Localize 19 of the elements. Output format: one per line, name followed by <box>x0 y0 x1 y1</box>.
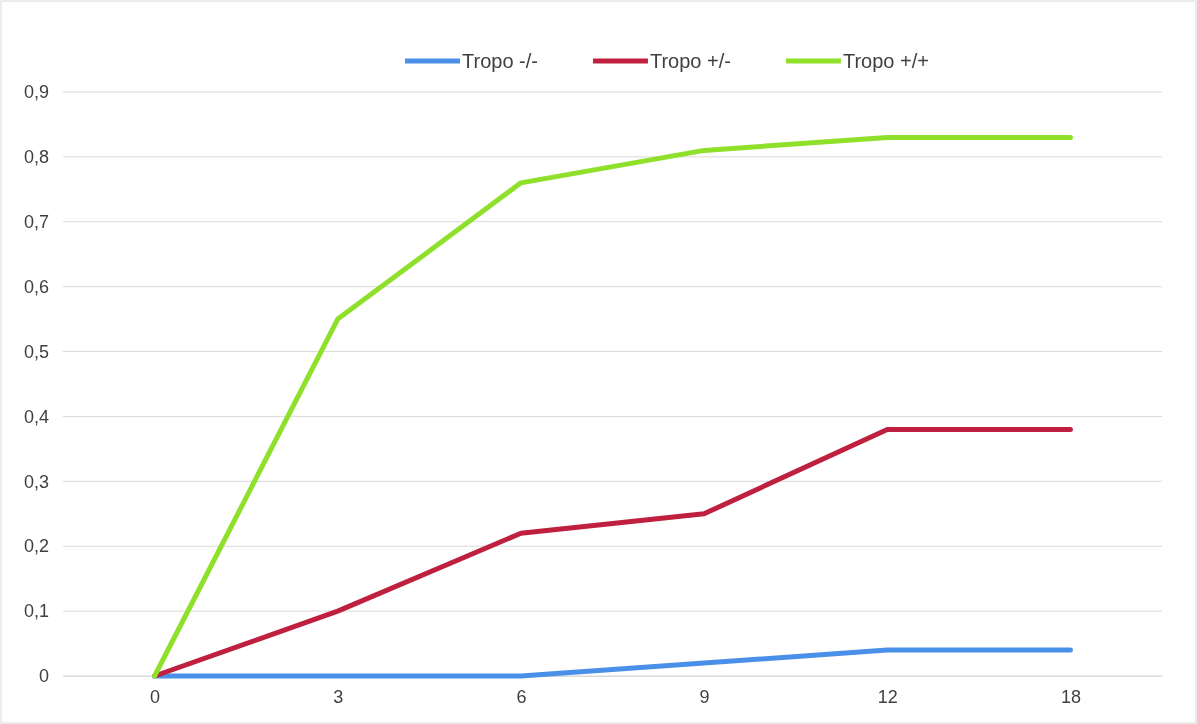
x-tick-label: 18 <box>1060 686 1081 707</box>
legend-label: Tropo -/- <box>462 50 538 72</box>
y-tick-label: 0,8 <box>23 147 49 168</box>
y-tick-label: 0,2 <box>23 536 49 557</box>
x-tick-label: 3 <box>333 686 344 707</box>
x-tick-label: 12 <box>877 686 898 707</box>
y-tick-label: 0,6 <box>23 276 49 297</box>
y-tick-label: 0,4 <box>23 406 49 427</box>
x-tick-label: 0 <box>150 686 161 707</box>
y-tick-label: 0,5 <box>23 341 49 362</box>
y-tick-label: 0,3 <box>23 471 49 492</box>
y-tick-label: 0,9 <box>23 82 49 103</box>
y-tick-label: 0 <box>38 666 49 687</box>
legend-label: Tropo +/+ <box>842 50 929 72</box>
legend-label: Tropo +/- <box>649 50 731 72</box>
x-tick-label: 6 <box>516 686 527 707</box>
y-tick-label: 0,7 <box>23 212 49 233</box>
x-tick-label: 9 <box>699 686 710 707</box>
y-tick-label: 0,1 <box>23 601 49 622</box>
